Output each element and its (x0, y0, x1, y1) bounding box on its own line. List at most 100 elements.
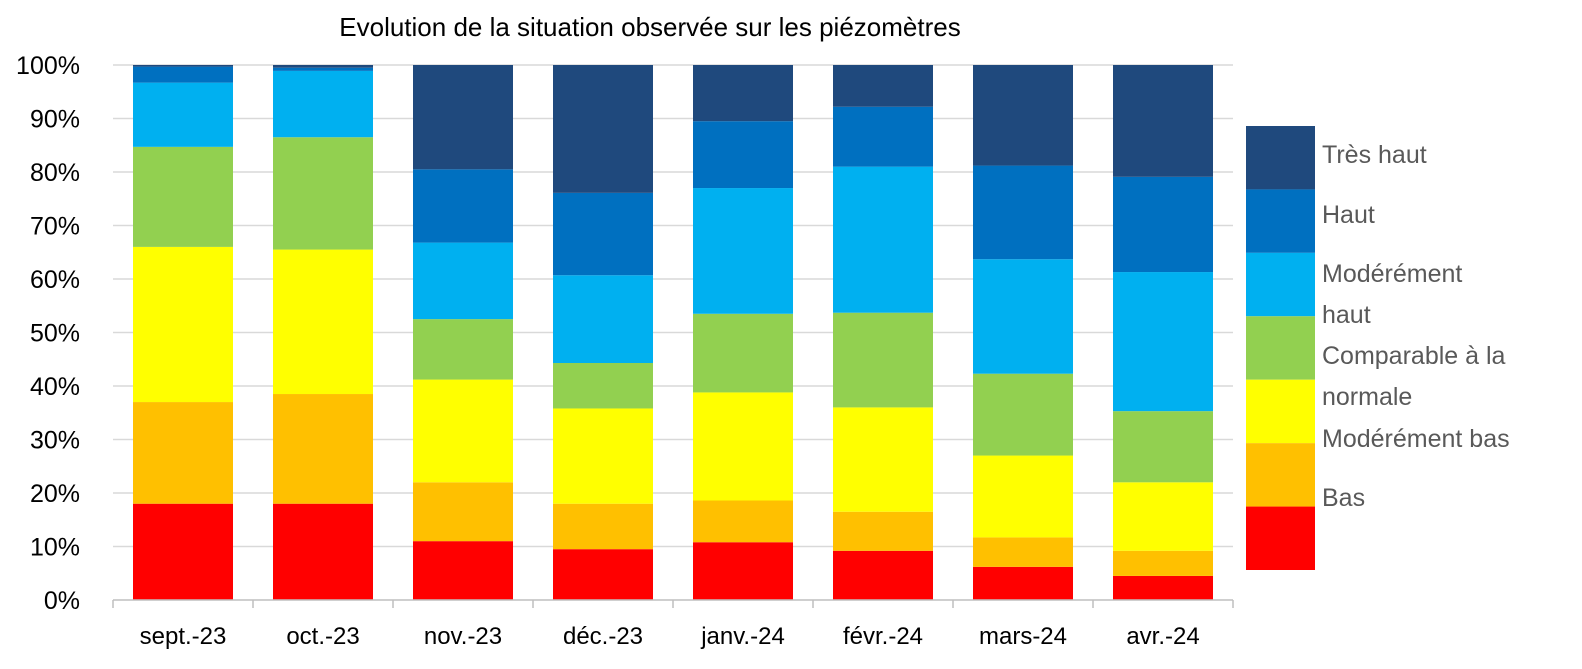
bar-segment (133, 82, 233, 147)
bar-segment (833, 106, 933, 167)
y-tick-label: 30% (30, 427, 80, 455)
legend-label: Très haut (1322, 141, 1427, 169)
bar-segment (693, 188, 793, 314)
bar-segment (1113, 575, 1213, 600)
bar-segment (413, 482, 513, 542)
bar-segment (553, 65, 653, 193)
legend-label-line: Haut (1322, 201, 1375, 229)
bar-segment (833, 166, 933, 313)
bar-segment (1113, 272, 1213, 412)
legend-label-line: Modérément bas (1322, 425, 1510, 453)
bar-segment (833, 550, 933, 600)
bar-segment (273, 137, 373, 250)
x-tick-label: sept.-23 (140, 623, 227, 650)
bar-segment (973, 65, 1073, 166)
bar-segment (553, 192, 653, 276)
bar-segment (693, 500, 793, 543)
bar-segment (973, 566, 1073, 600)
bar-segment (693, 542, 793, 600)
bar-segment (413, 169, 513, 243)
bar-segment (413, 65, 513, 170)
bar-segment (553, 408, 653, 504)
bar-segment (973, 373, 1073, 456)
bar-segment (413, 379, 513, 483)
bars (133, 65, 1213, 600)
y-tick-label: 90% (30, 106, 80, 134)
bar-segment (273, 249, 373, 395)
bar-segment (1113, 65, 1213, 177)
x-tick-label: oct.-23 (286, 623, 359, 650)
legend-label-line: normale (1322, 383, 1412, 411)
bar-segment (1113, 176, 1213, 273)
y-tick-label: 50% (30, 320, 80, 348)
axes: 0% 10% 20% 30% 40% 50% 60% 70% 80% 90% 100% sept.-2… (16, 52, 1234, 650)
y-tick-label: 0% (44, 587, 80, 615)
bar-segment (553, 549, 653, 600)
bar-segment (973, 537, 1073, 567)
bar-segment (833, 312, 933, 408)
bar-segment (693, 121, 793, 189)
legend-swatch (1246, 126, 1315, 190)
legend-label: Haut (1322, 201, 1375, 229)
bar-segment (553, 503, 653, 550)
bar-segment (553, 362, 653, 409)
x-tick-label: déc.-23 (563, 623, 643, 650)
bar-segment (133, 65, 233, 67)
y-tick-label: 100% (16, 52, 80, 80)
bar-segment (133, 146, 233, 247)
bar-segment (133, 402, 233, 504)
legend-label-line: Comparable à la (1322, 342, 1506, 370)
bar-segment (1113, 482, 1213, 551)
legend-label: Modérément bas (1322, 425, 1510, 453)
bar-segment (833, 511, 933, 551)
y-tick-label: 80% (30, 159, 80, 187)
chart-title: Evolution de la situation observée sur l… (339, 12, 960, 42)
y-tick-label: 70% (30, 213, 80, 241)
bar-segment (273, 65, 373, 68)
y-tick-label: 10% (30, 534, 80, 562)
legend-swatch (1246, 443, 1315, 507)
x-tick-label: janv.-24 (700, 623, 785, 650)
x-tick-label: avr.-24 (1126, 623, 1199, 650)
bar-segment (413, 319, 513, 380)
legend-swatch (1246, 189, 1315, 253)
legend-label: Modérément haut (1322, 260, 1462, 329)
y-tick-label: 60% (30, 266, 80, 294)
bar-segment (413, 242, 513, 320)
y-tick-label: 20% (30, 480, 80, 508)
bar-segment (693, 392, 793, 501)
bar-segment (693, 313, 793, 393)
bar-segment (273, 70, 373, 138)
bar-segment (273, 67, 373, 71)
legend-swatch (1246, 379, 1315, 444)
legend-label-line: haut (1322, 301, 1371, 329)
bar-segment (833, 407, 933, 512)
x-tick-label: nov.-23 (424, 623, 502, 650)
bar-segment (693, 65, 793, 122)
legend-label-line: Bas (1322, 484, 1365, 512)
legend-label: Comparable à la normale (1322, 342, 1506, 411)
bar-segment (133, 246, 233, 403)
bar-segment (133, 66, 233, 83)
y-tick-label: 40% (30, 373, 80, 401)
bar-segment (273, 394, 373, 504)
legend-label-line: Très haut (1322, 141, 1427, 169)
legend: Très haut Haut Modérément haut Comparable à … (1246, 126, 1510, 570)
legend-label: Bas (1322, 484, 1365, 512)
bar-segment (413, 541, 513, 600)
legend-label-line: Modérément (1322, 260, 1462, 288)
bar-segment (833, 65, 933, 107)
bar-segment (973, 165, 1073, 260)
bar-segment (273, 503, 373, 600)
bar-segment (1113, 411, 1213, 483)
bar-segment (1113, 550, 1213, 576)
legend-swatch (1246, 252, 1315, 317)
bar-segment (133, 503, 233, 600)
legend-swatch (1246, 316, 1315, 380)
bar-segment (553, 275, 653, 363)
x-tick-label: mars-24 (979, 623, 1067, 650)
x-tick-label: févr.-24 (843, 623, 923, 650)
bar-segment (973, 455, 1073, 538)
